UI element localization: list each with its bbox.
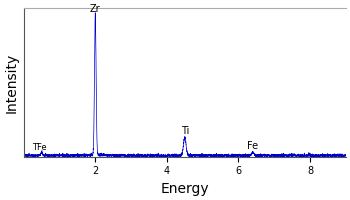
- Text: Fe: Fe: [247, 141, 258, 151]
- Text: Ti: Ti: [181, 126, 189, 136]
- Y-axis label: Intensity: Intensity: [4, 52, 18, 113]
- Text: TFe: TFe: [33, 143, 47, 152]
- Text: Zr: Zr: [90, 4, 100, 14]
- X-axis label: Energy: Energy: [160, 182, 209, 196]
